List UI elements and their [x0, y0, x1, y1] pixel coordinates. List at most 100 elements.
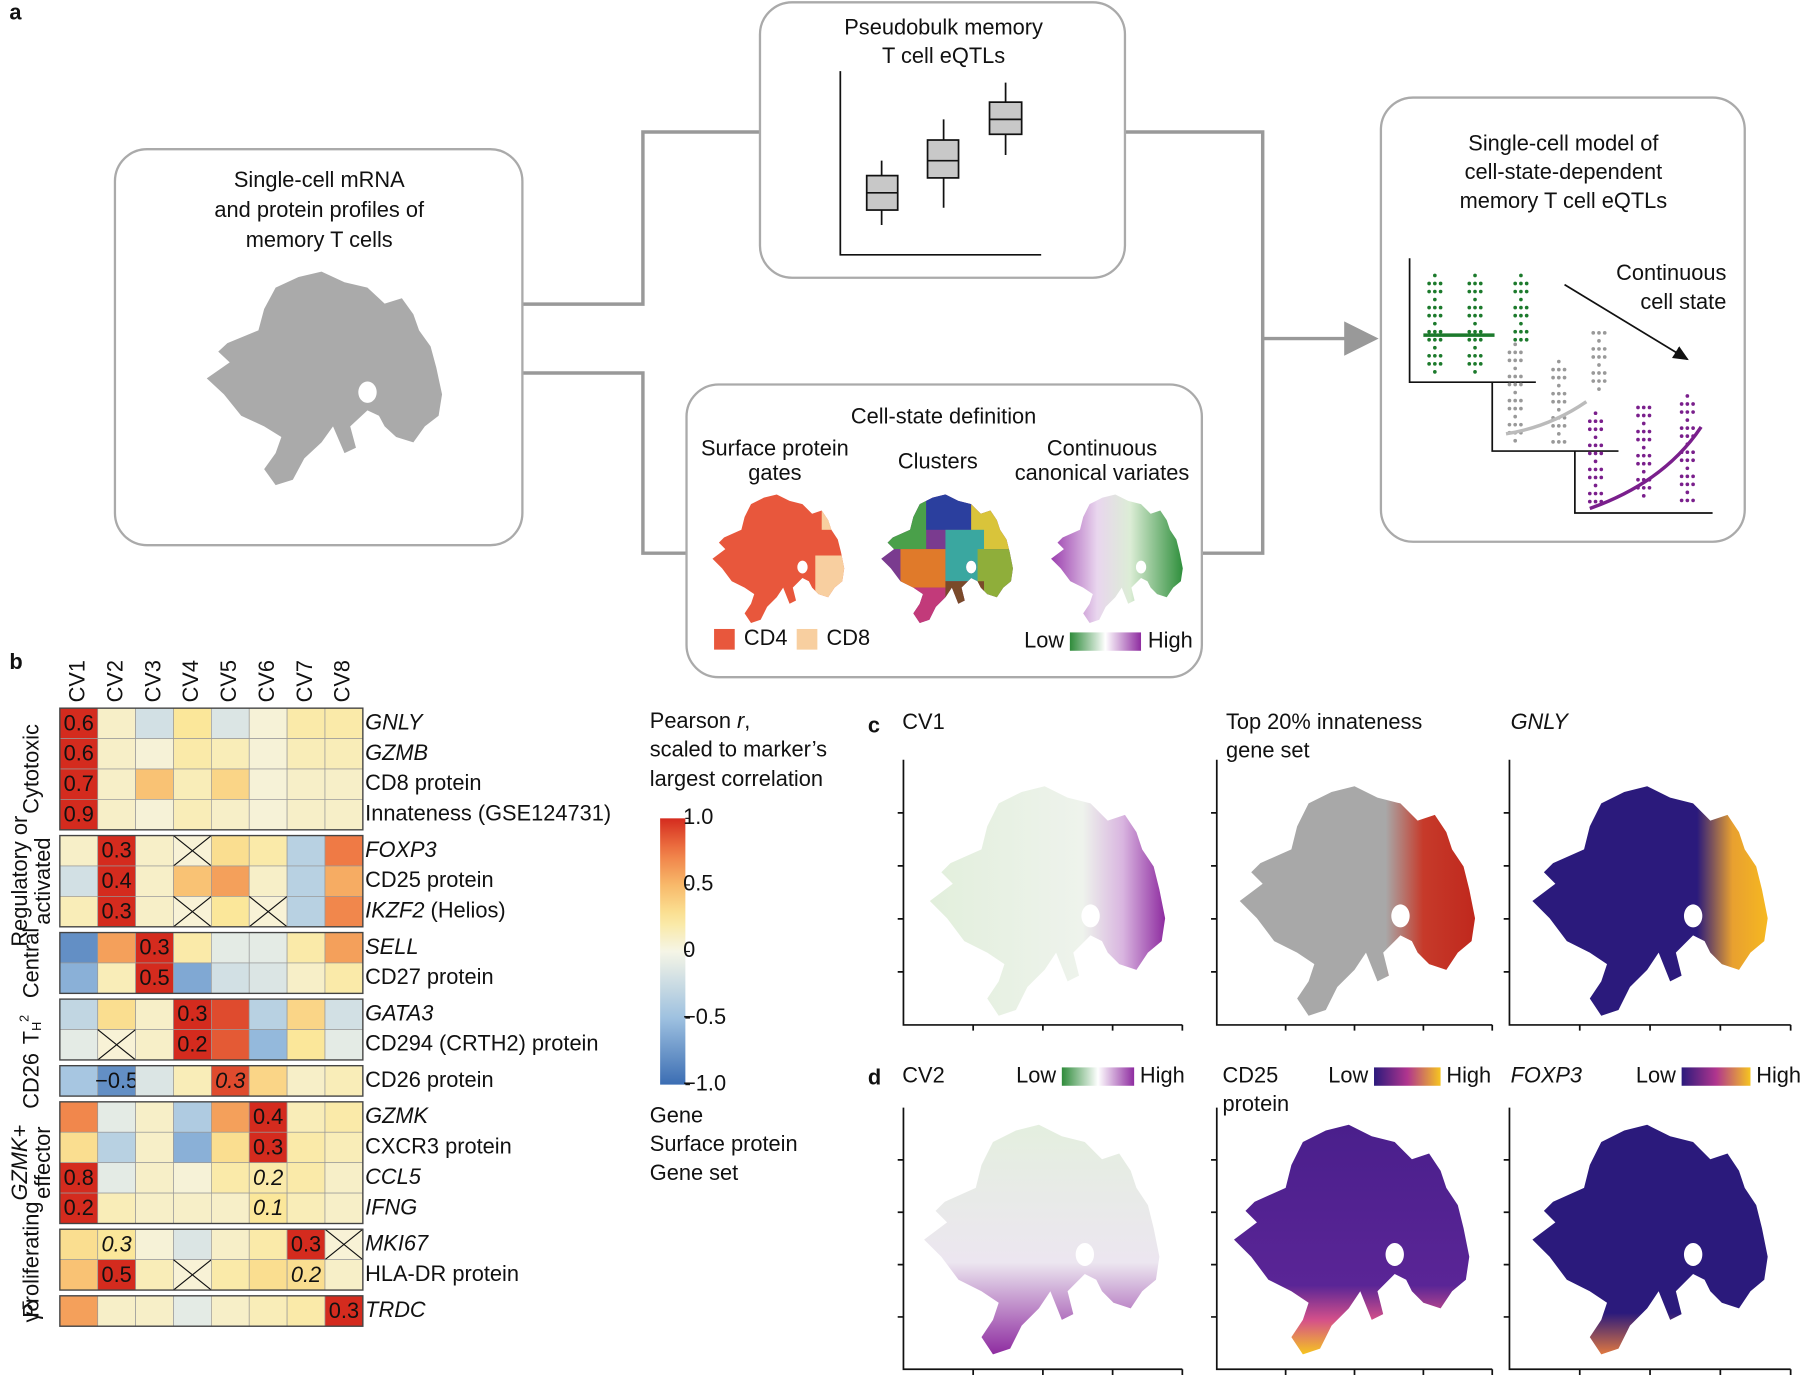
heatmap-cell [135, 1162, 174, 1194]
dot [1591, 347, 1596, 351]
heatmap-cell [135, 1101, 174, 1133]
column-label: CV6 [254, 660, 279, 702]
heatmap-cell [211, 768, 250, 800]
heatmap-cell [211, 835, 250, 867]
row-label: CD26 protein [365, 1067, 493, 1092]
heatmap-cell [324, 738, 364, 770]
dot [1599, 467, 1604, 472]
sub-label: Clusters [898, 448, 978, 473]
colorbar-title-suffix: , [744, 708, 750, 733]
colorbar-tick-label: 0 [683, 937, 695, 962]
dot [1602, 371, 1607, 375]
legend-label: High [1446, 1062, 1491, 1087]
dot [1562, 423, 1567, 428]
heatmap-cell [211, 738, 250, 770]
heatmap-cell [286, 998, 326, 1030]
dot [1513, 382, 1518, 387]
heatmap-cell [97, 1259, 136, 1291]
dot [1691, 402, 1695, 406]
dot [1467, 289, 1472, 294]
rect [900, 549, 946, 588]
dot [1599, 491, 1604, 496]
axis [1508, 759, 1791, 1026]
row-label-text: IFNG [365, 1194, 417, 1219]
dot [1427, 305, 1431, 310]
dot [1478, 337, 1483, 342]
heatmap-cell [324, 896, 364, 928]
heatmap-cell [173, 1162, 212, 1194]
connector [522, 371, 687, 555]
dot [1691, 450, 1695, 455]
dot [1562, 399, 1567, 404]
cell-label: 0.6 [64, 741, 94, 766]
group-label: Central [18, 928, 43, 998]
heatmap-cell [59, 1228, 99, 1260]
group-label: Regulatory or [7, 816, 32, 947]
heatmap-cell [97, 738, 136, 770]
group-label: γδ [18, 1299, 43, 1322]
dot [1507, 406, 1512, 411]
dot [1685, 402, 1690, 406]
dot [1593, 459, 1598, 464]
heatmap-cell [135, 1192, 174, 1224]
axis-tick [1211, 1159, 1494, 1375]
dot [1597, 363, 1601, 367]
colorbar-title-prefix: Pearson [650, 708, 737, 733]
heatmap-cell [59, 1295, 99, 1327]
dot [1524, 329, 1529, 334]
dot [1679, 434, 1684, 438]
heatmap-cell [97, 707, 136, 739]
sub-label: Surface protein [701, 436, 849, 461]
dot [1513, 438, 1518, 443]
legend-label: High [1756, 1062, 1800, 1087]
dot [1685, 426, 1690, 430]
heatmap-cell [211, 1162, 250, 1194]
heatmap-cell [248, 1162, 288, 1194]
dot [1556, 407, 1561, 412]
heatmap-cell [59, 1065, 99, 1097]
group-label-text: Central [18, 928, 43, 998]
heatmap-cell [324, 768, 364, 800]
dot [1636, 437, 1640, 442]
dot [1551, 375, 1555, 380]
group-label: effector [30, 1127, 55, 1199]
group-outline [59, 1228, 364, 1291]
heatmap-cell [135, 998, 174, 1030]
heatmap-cell [248, 1192, 288, 1224]
rect [945, 529, 985, 582]
sub-label: Continuous [1047, 436, 1157, 461]
dot [1691, 498, 1695, 503]
cell-label: 0.5 [139, 965, 169, 990]
heatmap-cell [211, 932, 250, 964]
axes [897, 759, 1792, 1375]
dot [1524, 305, 1529, 310]
panel-label: d [868, 1065, 881, 1090]
heatmap-cell [248, 707, 288, 739]
column-label: CV1 [65, 660, 90, 702]
heatmap-cell [135, 962, 174, 994]
cell-label: 0.9 [64, 802, 94, 827]
heatmap-cell [135, 896, 174, 928]
column-label: CV8 [330, 660, 355, 702]
legend-label: CD8 [827, 625, 871, 650]
heatmap-cell [97, 1228, 136, 1260]
dot [1641, 453, 1646, 458]
heatmap-cell [173, 768, 212, 800]
dot [1641, 461, 1646, 466]
axis-tick [1503, 918, 1651, 1031]
heatmap-cell [248, 1029, 288, 1061]
dot [1473, 281, 1477, 286]
dot [1591, 355, 1596, 359]
heatmap-cell [248, 799, 288, 831]
axis-tick [1211, 1263, 1356, 1375]
cell-label: 0.3 [177, 1001, 207, 1026]
colorbar-tick-label: 0.5 [683, 871, 713, 896]
dot [1513, 350, 1518, 355]
heatmap-cell [211, 1131, 250, 1164]
heatmap-cell [248, 998, 288, 1030]
group-label: GZMK+ [7, 1125, 32, 1201]
legend-label: Gene set [650, 1160, 738, 1185]
dot [1524, 289, 1529, 294]
panel-label: c [868, 712, 880, 737]
dot [1433, 361, 1437, 366]
